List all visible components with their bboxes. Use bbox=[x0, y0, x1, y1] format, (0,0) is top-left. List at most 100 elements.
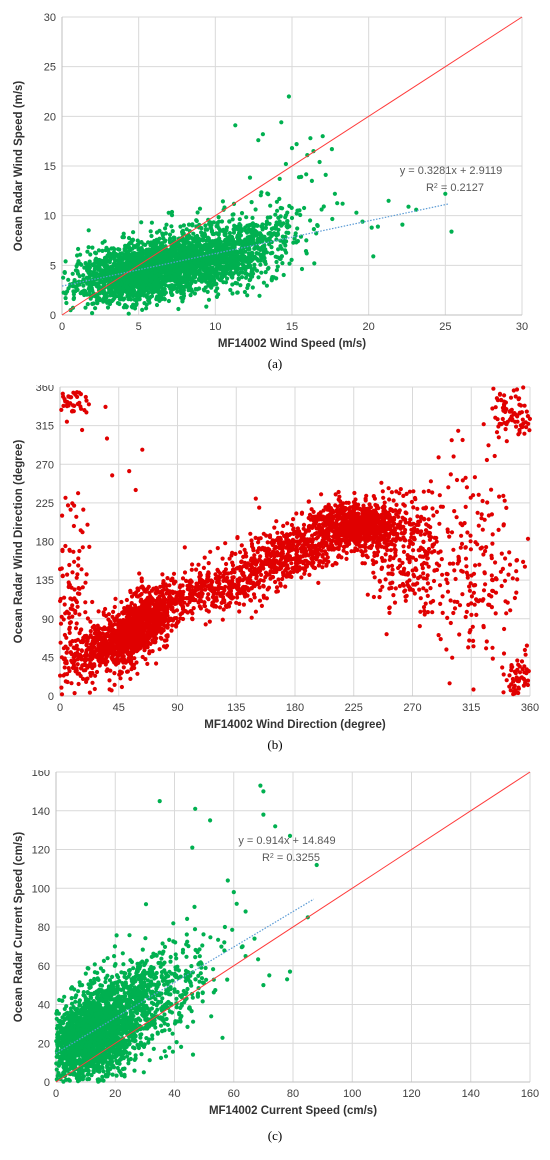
data-point bbox=[127, 294, 132, 299]
data-point bbox=[258, 252, 263, 257]
data-point bbox=[232, 262, 237, 267]
data-point bbox=[207, 280, 212, 285]
data-point bbox=[150, 283, 155, 288]
data-point bbox=[216, 232, 221, 237]
data-point bbox=[321, 204, 326, 209]
data-point bbox=[190, 276, 195, 281]
data-point bbox=[289, 146, 295, 151]
data-point bbox=[157, 259, 162, 264]
data-point bbox=[120, 610, 126, 615]
data-point bbox=[181, 604, 186, 609]
data-point bbox=[199, 599, 204, 604]
data-point bbox=[112, 682, 117, 687]
data-point bbox=[260, 227, 265, 232]
data-point bbox=[213, 272, 218, 277]
data-point bbox=[120, 235, 125, 240]
data-point bbox=[235, 592, 240, 597]
data-point bbox=[102, 277, 107, 282]
data-point bbox=[283, 584, 288, 589]
data-point bbox=[169, 617, 174, 622]
data-point bbox=[107, 678, 112, 683]
data-point bbox=[201, 257, 206, 263]
data-point bbox=[258, 262, 263, 267]
data-point bbox=[103, 606, 108, 612]
data-point bbox=[275, 264, 280, 269]
data-point bbox=[90, 680, 95, 685]
data-point bbox=[160, 588, 165, 593]
data-point bbox=[118, 622, 123, 627]
data-point bbox=[163, 226, 168, 231]
data-point bbox=[75, 253, 80, 258]
data-point bbox=[274, 259, 279, 265]
data-point bbox=[210, 243, 215, 248]
data-point bbox=[126, 311, 131, 316]
data-point bbox=[295, 226, 300, 231]
data-point bbox=[197, 206, 203, 211]
data-point bbox=[257, 598, 263, 603]
data-point bbox=[103, 248, 108, 253]
data-point bbox=[189, 609, 194, 614]
data-point bbox=[219, 219, 225, 224]
data-point bbox=[169, 209, 175, 215]
data-point bbox=[176, 254, 181, 259]
data-point bbox=[195, 269, 200, 274]
data-point bbox=[135, 671, 140, 676]
data-point bbox=[143, 262, 148, 267]
data-point bbox=[71, 645, 76, 650]
data-point bbox=[130, 639, 135, 645]
data-point bbox=[371, 254, 376, 259]
data-point bbox=[283, 248, 288, 253]
data-point bbox=[304, 238, 309, 243]
data-point bbox=[117, 672, 122, 677]
data-point bbox=[225, 592, 230, 597]
data-point bbox=[230, 578, 235, 583]
data-point bbox=[266, 192, 271, 197]
data-point bbox=[247, 236, 252, 242]
data-point bbox=[145, 256, 150, 261]
data-point bbox=[190, 223, 195, 228]
data-point bbox=[203, 268, 208, 273]
data-point bbox=[369, 225, 374, 230]
data-point bbox=[116, 247, 121, 252]
data-point bbox=[147, 626, 152, 631]
data-point bbox=[182, 251, 187, 256]
data-point bbox=[103, 662, 108, 667]
data-point bbox=[132, 603, 137, 608]
data-point bbox=[206, 297, 212, 302]
data-point bbox=[153, 277, 159, 283]
data-point bbox=[83, 610, 88, 615]
data-point bbox=[174, 600, 179, 605]
data-point bbox=[128, 643, 133, 648]
data-point bbox=[289, 205, 294, 210]
data-point bbox=[163, 231, 168, 236]
data-point bbox=[182, 242, 187, 247]
data-point bbox=[248, 598, 254, 603]
data-point bbox=[95, 638, 100, 643]
data-point bbox=[86, 280, 91, 285]
data-point bbox=[106, 617, 111, 622]
y-tick-label: 25 bbox=[44, 62, 56, 74]
data-point bbox=[180, 576, 186, 581]
data-point bbox=[108, 286, 114, 292]
data-point bbox=[95, 281, 100, 286]
data-point bbox=[249, 200, 254, 205]
data-point bbox=[166, 210, 171, 215]
data-point bbox=[218, 260, 223, 265]
data-point bbox=[234, 270, 239, 275]
data-point bbox=[131, 630, 136, 635]
data-point bbox=[257, 293, 262, 298]
data-point bbox=[119, 684, 124, 690]
data-point bbox=[274, 589, 279, 594]
data-point bbox=[208, 266, 213, 271]
data-point bbox=[185, 596, 190, 601]
data-point bbox=[141, 293, 146, 298]
data-point bbox=[261, 593, 266, 598]
data-point bbox=[199, 279, 204, 284]
data-point bbox=[196, 260, 201, 265]
x-tick-label: 0 bbox=[59, 321, 65, 333]
data-point bbox=[159, 636, 164, 641]
data-point bbox=[174, 265, 179, 270]
data-point bbox=[102, 625, 107, 630]
data-point bbox=[122, 643, 127, 648]
data-point bbox=[137, 605, 142, 610]
